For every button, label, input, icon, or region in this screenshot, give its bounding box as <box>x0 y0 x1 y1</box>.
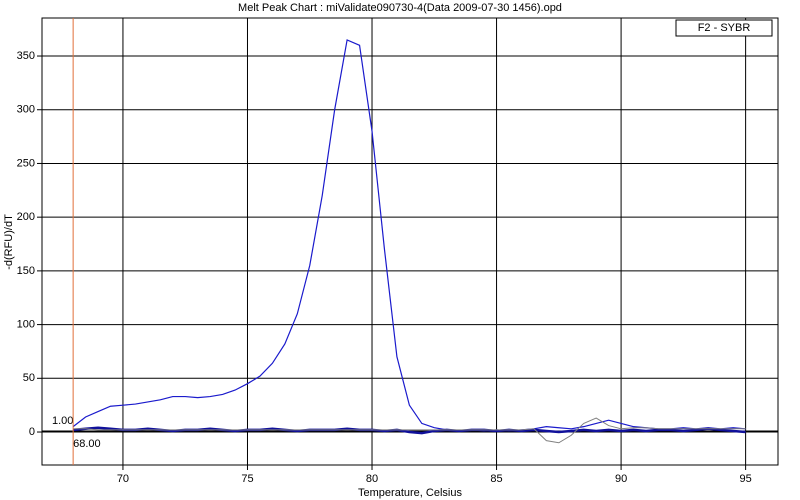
y-tick-label: 150 <box>17 265 35 277</box>
y-tick-label: 250 <box>17 157 35 169</box>
y-tick-label: 300 <box>17 104 35 116</box>
x-tick-label: 70 <box>117 473 129 485</box>
x-tick-label: 85 <box>490 473 502 485</box>
y-tick-label: 0 <box>29 426 35 438</box>
y-tick-label: 350 <box>17 50 35 62</box>
x-tick-label: 95 <box>739 473 751 485</box>
y-tick-label: 100 <box>17 319 35 331</box>
series-line <box>73 417 746 444</box>
chart-title: Melt Peak Chart : miValidate090730-4(Dat… <box>238 2 562 14</box>
cursor-label: 68.00 <box>73 438 101 450</box>
plot-area <box>41 17 779 466</box>
x-tick-label: 90 <box>615 473 627 485</box>
x-tick-label: 80 <box>366 473 378 485</box>
y-tick-label: 50 <box>23 372 35 384</box>
x-axis-label: Temperature, Celsius <box>358 487 462 499</box>
x-tick-label: 75 <box>241 473 253 485</box>
y-axis-label: -d(RFU)/dT <box>3 214 15 270</box>
legend-box <box>675 19 773 37</box>
y-tick-label: 200 <box>17 211 35 223</box>
series-line <box>72 39 746 432</box>
threshold-label: 1.00 <box>52 415 73 427</box>
legend-label: F2 - SYBR <box>698 22 751 34</box>
